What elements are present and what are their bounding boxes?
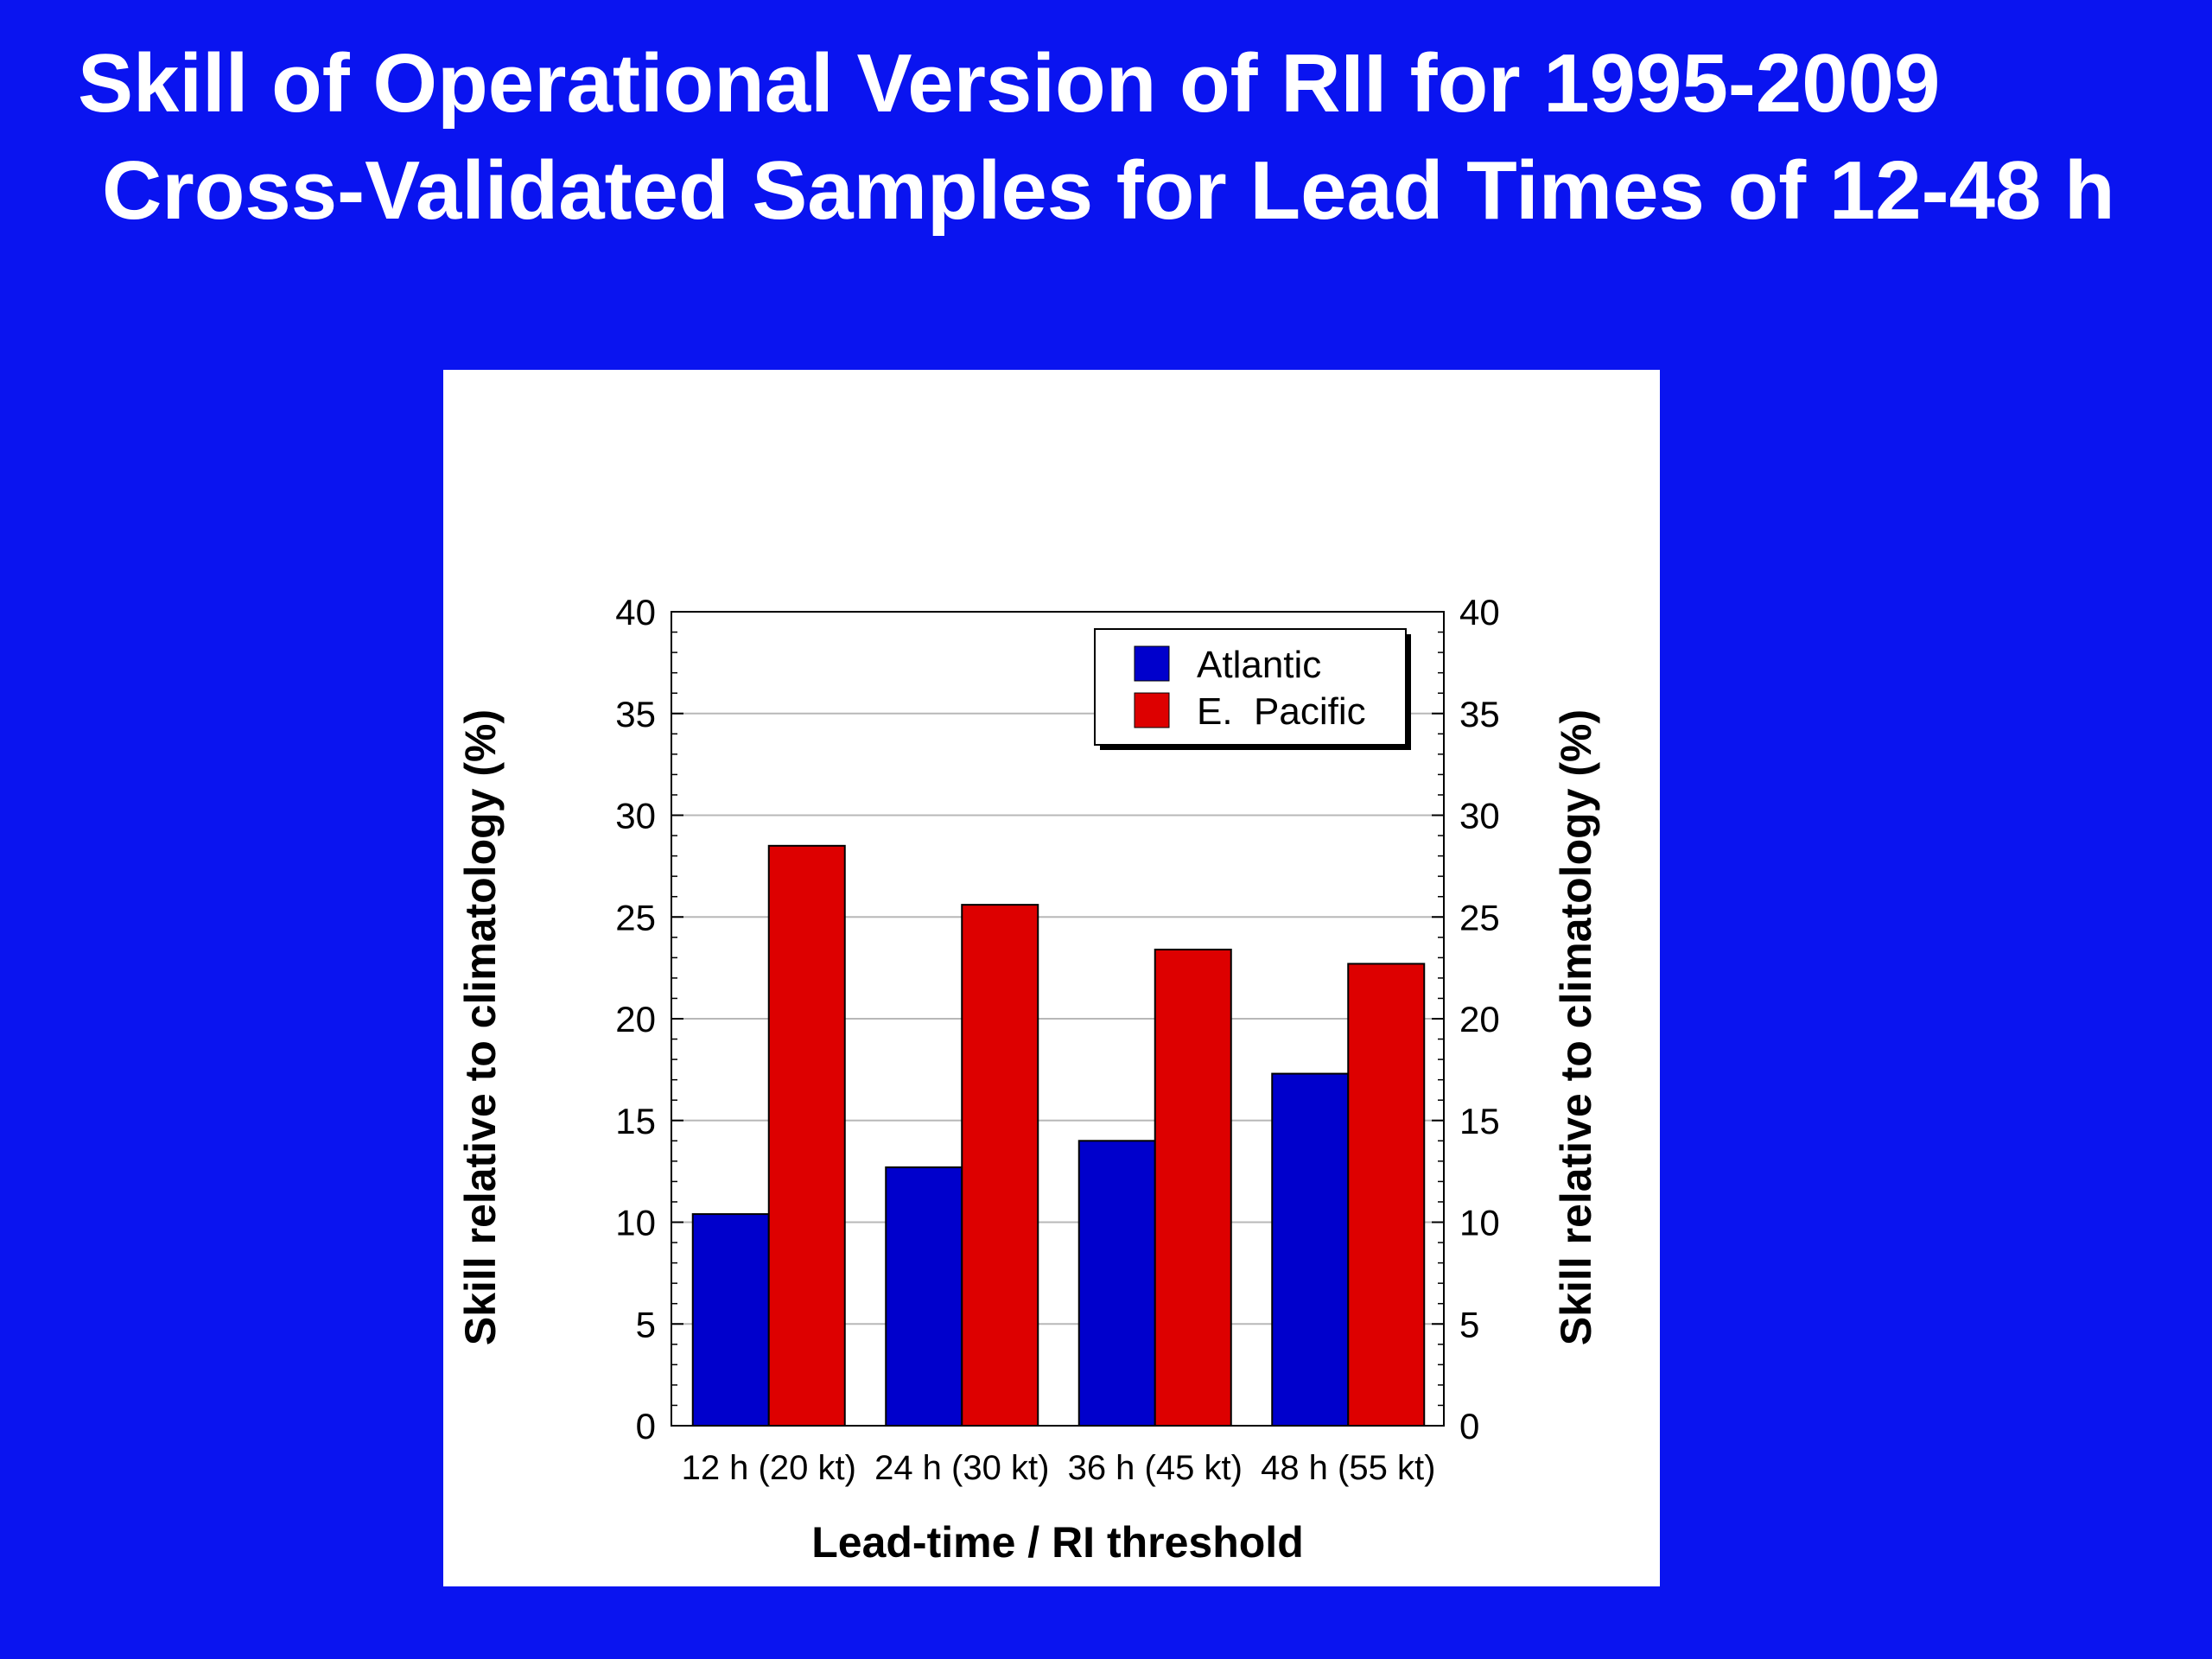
x-tick-label: 24 h (30 kt) <box>874 1449 1049 1487</box>
y-tick-label-left: 40 <box>615 592 656 632</box>
y-tick-label-left: 25 <box>615 897 656 938</box>
legend: Atlantic E. Pacific <box>1094 628 1411 750</box>
bars-layer <box>691 844 1426 1427</box>
category-labels: 12 h (20 kt) 24 h (30 kt) 36 h (45 kt) 48 h… <box>682 1449 1436 1487</box>
y-tick-label-left: 20 <box>615 999 656 1039</box>
y-tick-label-right: 20 <box>1459 999 1500 1039</box>
y-tick-label-left: 10 <box>615 1203 656 1243</box>
bar-e-pacific-1 <box>767 844 846 1427</box>
y-tick-label-left: 5 <box>636 1304 656 1344</box>
y-axis-label-left: Skill relative to climatology (%) <box>456 709 505 1345</box>
y-tick-label-right: 10 <box>1459 1203 1500 1243</box>
y-tick-label-right: 25 <box>1459 897 1500 938</box>
x-tick-label: 48 h (55 kt) <box>1261 1449 1435 1487</box>
y-tick-label-right: 35 <box>1459 694 1500 734</box>
bar-e-pacific-3 <box>1154 948 1232 1427</box>
y-tick-label-left: 35 <box>615 694 656 734</box>
y-axis-label-right: Skill relative to climatology (%) <box>1552 709 1600 1345</box>
y-tick-label-right: 30 <box>1459 796 1500 836</box>
bar-atlantic-1 <box>691 1213 770 1427</box>
bar-atlantic-2 <box>885 1166 963 1427</box>
bar-chart: 0 0 5 5 10 10 15 15 20 20 25 25 30 30 35 35 40 40 12 h (2… <box>456 592 1600 1567</box>
bar-e-pacific-2 <box>961 904 1039 1427</box>
y-tick-label-left: 30 <box>615 796 656 836</box>
bar-atlantic-4 <box>1271 1072 1350 1427</box>
y-tick-label-right: 0 <box>1459 1406 1479 1446</box>
bar-atlantic-3 <box>1077 1140 1156 1427</box>
chart-panel: 0 0 5 5 10 10 15 15 20 20 25 25 30 30 35 35 40 40 12 h (2… <box>443 370 1660 1586</box>
legend-swatch-atlantic <box>1134 645 1170 682</box>
bar-e-pacific-4 <box>1347 963 1426 1427</box>
legend-label-atlantic: Atlantic <box>1197 644 1321 686</box>
slide-title-line-1: Skill of Operational Version of RII for … <box>78 37 1941 130</box>
y-tick-label-right: 40 <box>1459 592 1500 632</box>
legend-swatch-e-pacific <box>1134 692 1170 728</box>
x-tick-label: 12 h (20 kt) <box>682 1449 856 1487</box>
x-axis-label: Lead-time / RI threshold <box>811 1518 1304 1567</box>
y-tick-label-right: 5 <box>1459 1304 1479 1344</box>
ticks-layer: 0 0 5 5 10 10 15 15 20 20 25 25 30 30 35 35 40 40 <box>615 592 1499 1446</box>
legend-label-e-pacific: E. Pacific <box>1197 690 1366 733</box>
x-tick-label: 36 h (45 kt) <box>1068 1449 1243 1487</box>
y-tick-label-left: 0 <box>636 1406 656 1446</box>
slide-title-line-2: Cross-Validated Samples for Lead Times o… <box>102 144 2115 237</box>
y-tick-label-left: 15 <box>615 1101 656 1141</box>
y-tick-label-right: 15 <box>1459 1101 1500 1141</box>
